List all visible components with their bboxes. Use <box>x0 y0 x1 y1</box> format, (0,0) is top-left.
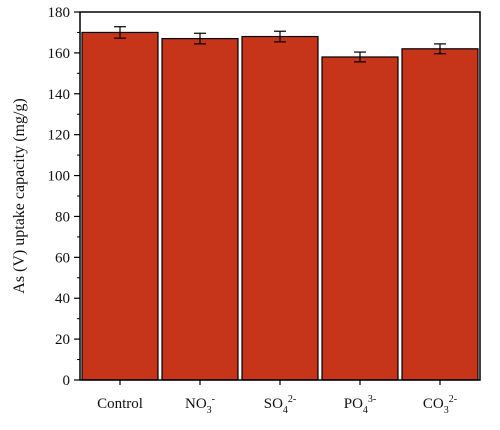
x-tick-label-1: NO3- <box>185 394 215 416</box>
y-axis-title: As (V) uptake capacity (mg/g) <box>11 98 28 293</box>
y-tick-label-7: 140 <box>48 87 71 103</box>
y-tick-label-4: 80 <box>55 209 70 225</box>
x-tick-label-0: Control <box>97 396 143 412</box>
y-tick-label-8: 160 <box>48 46 71 62</box>
x-tick-label-4: CO32- <box>423 394 457 416</box>
chart-marks: Control NO3- SO42- PO43- CO32- 0 20 40 60 80 100 12… <box>48 5 481 416</box>
bar-2 <box>241 35 319 381</box>
y-tick-label-0: 0 <box>63 373 71 389</box>
y-tick-label-5: 100 <box>48 169 71 185</box>
y-tick-label-1: 20 <box>55 332 70 348</box>
y-tick-label-2: 40 <box>55 291 70 307</box>
bar-1 <box>161 37 239 381</box>
x-tick-label-2: SO42- <box>264 394 297 416</box>
bar-0 <box>81 31 159 381</box>
x-tick-label-3: PO43- <box>344 394 377 416</box>
bar-3 <box>321 56 399 381</box>
y-tick-label-3: 60 <box>55 250 70 266</box>
bar-4 <box>401 48 479 381</box>
y-tick-label-6: 120 <box>48 128 71 144</box>
y-tick-label-9: 180 <box>48 5 71 21</box>
